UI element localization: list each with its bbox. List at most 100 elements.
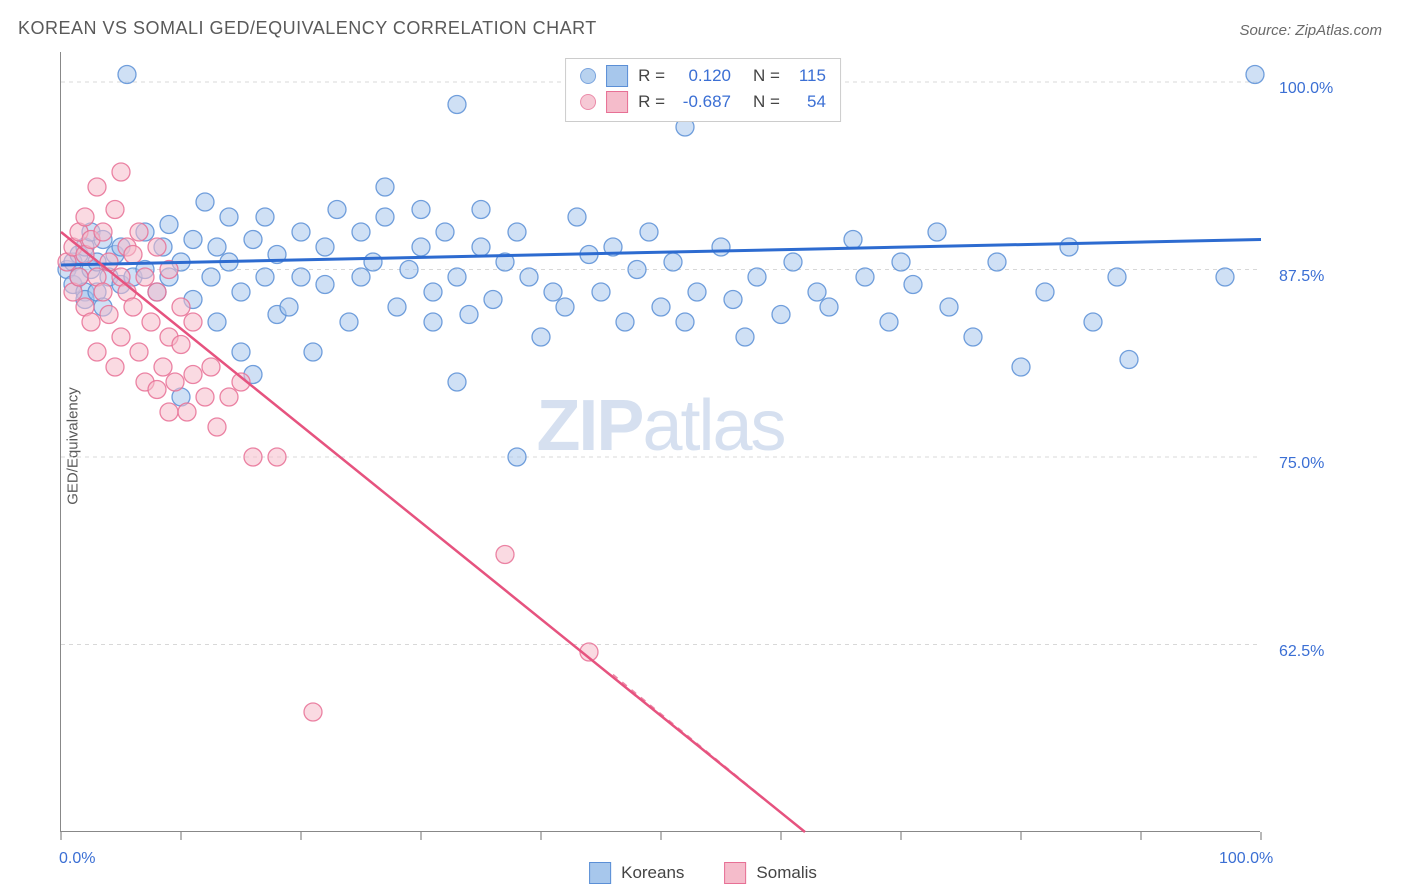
- n-label: N =: [753, 66, 780, 86]
- y-tick-label: 75.0%: [1279, 455, 1324, 473]
- data-point: [808, 283, 826, 301]
- data-point: [784, 253, 802, 271]
- data-point: [448, 96, 466, 114]
- r-value: -0.687: [675, 92, 731, 112]
- n-label: N =: [753, 92, 780, 112]
- data-point: [100, 306, 118, 324]
- data-point: [388, 298, 406, 316]
- legend-marker-circle: [580, 68, 596, 84]
- data-point: [376, 208, 394, 226]
- data-point: [208, 313, 226, 331]
- data-point: [244, 231, 262, 249]
- data-point: [1120, 351, 1138, 369]
- data-point: [844, 231, 862, 249]
- data-point: [88, 343, 106, 361]
- data-point: [448, 373, 466, 391]
- data-point: [820, 298, 838, 316]
- data-point: [220, 208, 238, 226]
- data-point: [112, 163, 130, 181]
- data-point: [202, 268, 220, 286]
- data-point: [376, 178, 394, 196]
- legend-series-item: Koreans: [589, 862, 684, 884]
- source-attribution: Source: ZipAtlas.com: [1239, 22, 1382, 39]
- chart-container: KOREAN VS SOMALI GED/EQUIVALENCY CORRELA…: [0, 0, 1406, 892]
- chart-title: KOREAN VS SOMALI GED/EQUIVALENCY CORRELA…: [18, 18, 597, 39]
- data-point: [352, 268, 370, 286]
- data-point: [94, 283, 112, 301]
- data-point: [544, 283, 562, 301]
- data-point: [136, 268, 154, 286]
- data-point: [676, 313, 694, 331]
- data-point: [328, 201, 346, 219]
- data-point: [184, 313, 202, 331]
- data-point: [640, 223, 658, 241]
- r-label: R =: [638, 92, 665, 112]
- data-point: [304, 703, 322, 721]
- data-point: [76, 208, 94, 226]
- data-point: [880, 313, 898, 331]
- data-point: [172, 298, 190, 316]
- data-point: [220, 388, 238, 406]
- data-point: [472, 238, 490, 256]
- data-point: [124, 298, 142, 316]
- data-point: [154, 358, 172, 376]
- data-point: [184, 231, 202, 249]
- n-value: 54: [790, 92, 826, 112]
- data-point: [160, 216, 178, 234]
- data-point: [736, 328, 754, 346]
- data-point: [292, 223, 310, 241]
- data-point: [748, 268, 766, 286]
- legend-marker-square: [589, 862, 611, 884]
- data-point: [436, 223, 454, 241]
- data-point: [532, 328, 550, 346]
- data-point: [148, 283, 166, 301]
- data-point: [256, 268, 274, 286]
- data-point: [130, 223, 148, 241]
- data-point: [340, 313, 358, 331]
- data-point: [496, 546, 514, 564]
- data-point: [124, 246, 142, 264]
- data-point: [940, 298, 958, 316]
- data-point: [106, 201, 124, 219]
- data-point: [412, 238, 430, 256]
- data-point: [856, 268, 874, 286]
- data-point: [316, 238, 334, 256]
- data-point: [292, 268, 310, 286]
- data-point: [304, 343, 322, 361]
- data-point: [424, 313, 442, 331]
- legend-stats: R =0.120N =115R =-0.687N =54: [565, 58, 841, 122]
- legend-series-item: Somalis: [724, 862, 816, 884]
- data-point: [520, 268, 538, 286]
- data-point: [616, 313, 634, 331]
- data-point: [1012, 358, 1030, 376]
- data-point: [100, 253, 118, 271]
- data-point: [964, 328, 982, 346]
- data-point: [424, 283, 442, 301]
- data-point: [904, 276, 922, 294]
- data-point: [664, 253, 682, 271]
- data-point: [202, 358, 220, 376]
- data-point: [142, 313, 160, 331]
- data-point: [178, 403, 196, 421]
- legend-stats-row: R =0.120N =115: [580, 63, 826, 89]
- legend-series-label: Somalis: [756, 863, 816, 883]
- data-point: [130, 343, 148, 361]
- data-point: [1216, 268, 1234, 286]
- data-point: [172, 336, 190, 354]
- data-point: [568, 208, 586, 226]
- data-point: [1246, 66, 1264, 84]
- data-point: [232, 283, 250, 301]
- legend-marker-circle: [580, 94, 596, 110]
- data-point: [352, 223, 370, 241]
- data-point: [628, 261, 646, 279]
- data-point: [1060, 238, 1078, 256]
- r-label: R =: [638, 66, 665, 86]
- plot-area: ZIPatlas 62.5%75.0%87.5%100.0%0.0%100.0%: [60, 52, 1260, 832]
- data-point: [508, 223, 526, 241]
- data-point: [772, 306, 790, 324]
- data-point: [460, 306, 478, 324]
- data-point: [592, 283, 610, 301]
- data-point: [400, 261, 418, 279]
- data-point: [106, 358, 124, 376]
- legend-series: Koreans Somalis: [589, 862, 817, 884]
